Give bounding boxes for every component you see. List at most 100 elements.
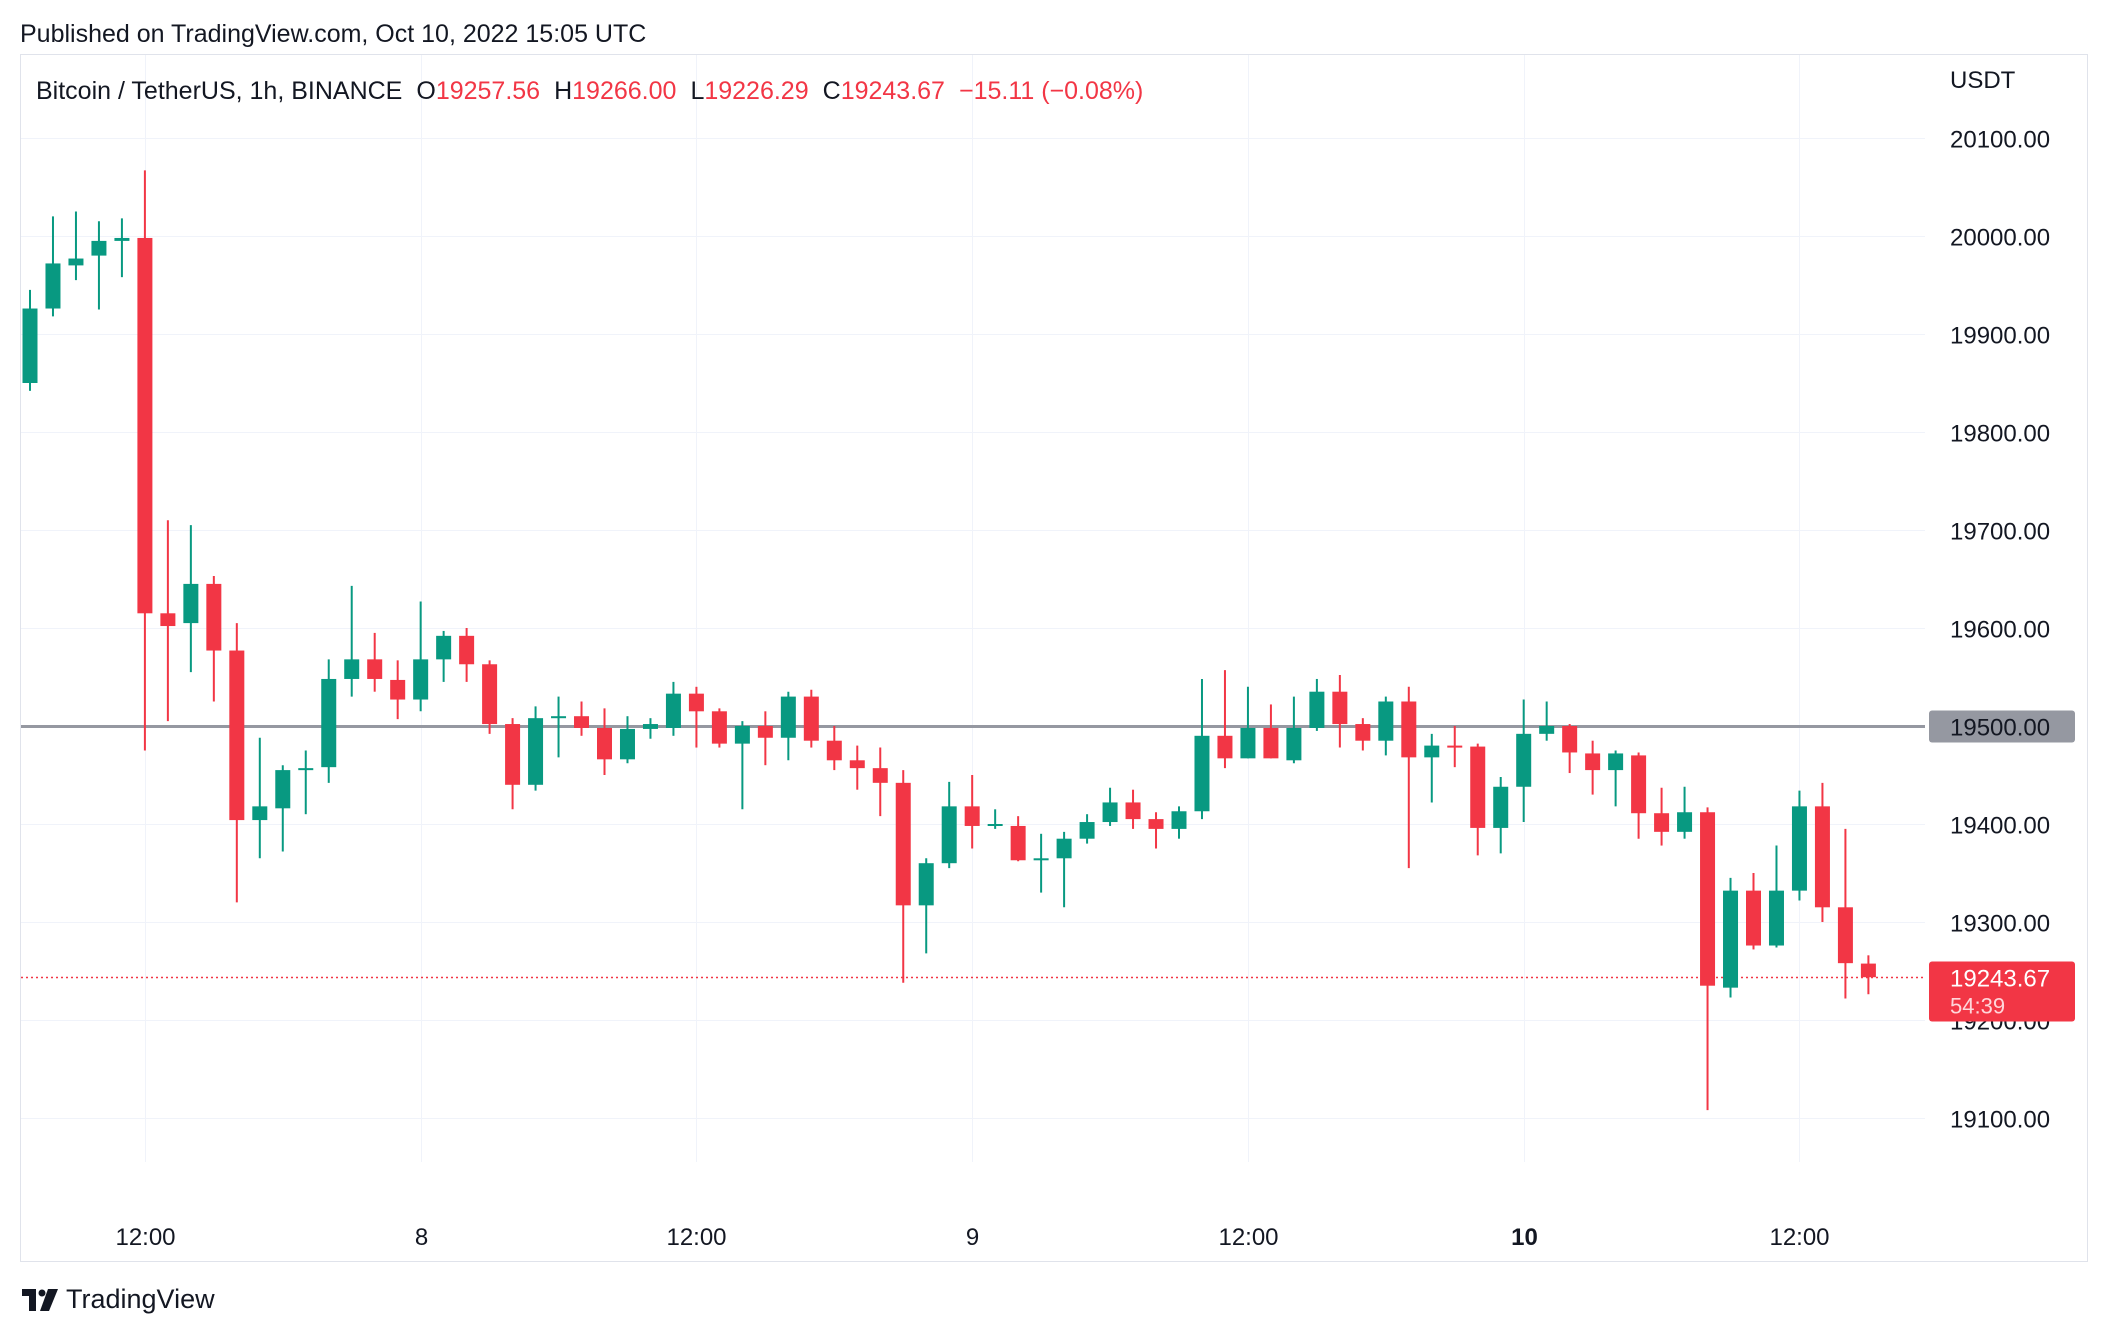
last-price-badge — [1929, 961, 2075, 1022]
candle-body — [1148, 819, 1164, 829]
candle-up — [1079, 814, 1095, 844]
candle-up — [1171, 806, 1187, 839]
candle-body — [574, 716, 590, 728]
high-label: H — [554, 77, 573, 105]
time-tick-label: 12:00 — [1218, 1224, 1278, 1251]
candle-up — [987, 809, 1003, 829]
grid — [21, 55, 1925, 1162]
candle-body — [321, 678, 337, 768]
price-tick-label: 19700.00 — [1950, 519, 2050, 546]
candle-body — [1493, 786, 1509, 828]
candle-body — [941, 806, 957, 864]
candle-down — [803, 689, 819, 748]
candle-down — [849, 745, 865, 790]
candle-down — [1860, 955, 1876, 995]
candle-down — [1631, 752, 1647, 839]
candle-down — [1447, 726, 1463, 768]
candle-up — [91, 221, 107, 310]
candle-down — [757, 711, 773, 766]
hline-price-label: 19500.00 — [1950, 715, 2050, 742]
candle-down — [160, 520, 176, 722]
candle-body — [597, 727, 612, 760]
time-axis: 12:00 8 12:00 9 12:00 10 12:00 — [115, 1224, 1829, 1251]
price-tick-label: 19900.00 — [1950, 323, 2050, 350]
candle-body — [528, 718, 544, 785]
candle-body — [619, 728, 635, 760]
candle-body — [1217, 735, 1233, 759]
symbol-legend: Bitcoin / TetherUS, 1h, BINANCE O19257.56… — [36, 77, 1143, 106]
candle-up — [665, 681, 681, 736]
candle-down — [459, 628, 475, 682]
candle-body — [91, 240, 107, 256]
candle-body — [1194, 735, 1210, 812]
candle-body — [803, 696, 819, 741]
candle-body — [1837, 907, 1853, 964]
candle-down — [711, 708, 727, 748]
candle-down — [1562, 724, 1578, 774]
time-tick-label: 9 — [966, 1224, 979, 1251]
candle-up — [114, 218, 130, 278]
candle-down — [482, 660, 498, 734]
candle-body — [390, 679, 406, 700]
open-value: 19257.56 — [435, 77, 541, 105]
candle-body — [1332, 691, 1348, 725]
candle-down — [1585, 740, 1601, 795]
tradingview-logo[interactable]: TradingView — [22, 1284, 215, 1315]
change-value: −15.11 (−0.08%) — [958, 77, 1144, 105]
candle-body — [1470, 746, 1486, 828]
candle-down — [895, 770, 911, 983]
candle-down — [1470, 743, 1486, 856]
candle-up — [1033, 833, 1049, 893]
candle-down — [1814, 782, 1830, 922]
candle-down — [1700, 807, 1716, 1111]
candle-body — [413, 659, 429, 700]
candle-body — [1539, 726, 1555, 734]
candle-body — [780, 696, 796, 738]
candle-body — [688, 693, 704, 712]
close-value: 19243.67 — [840, 77, 945, 105]
candle-down — [229, 623, 245, 903]
symbol-title: Bitcoin / TetherUS, 1h, BINANCE — [36, 77, 403, 105]
candle-down — [1332, 675, 1348, 748]
candle-body — [1263, 727, 1279, 759]
candle-body — [1033, 858, 1049, 861]
candle-body — [22, 308, 38, 383]
candle-up — [1056, 831, 1072, 908]
candle-body — [734, 726, 750, 744]
candle-up — [1791, 790, 1807, 901]
candle-up — [298, 750, 314, 815]
candle-down — [1401, 686, 1417, 869]
candle-body — [1654, 813, 1670, 832]
candle-body — [849, 760, 865, 769]
candle-up — [183, 525, 199, 673]
candle-down — [1217, 670, 1233, 769]
price-tick-label: 20000.00 — [1950, 225, 2050, 252]
candle-body — [1860, 963, 1876, 978]
candle-body — [1010, 825, 1026, 861]
candle-up — [436, 630, 452, 682]
candle-body — [826, 740, 842, 761]
candle-body — [1447, 745, 1463, 748]
candles-layer — [22, 170, 1876, 1111]
candle-body — [1768, 890, 1784, 946]
candle-body — [1562, 726, 1578, 753]
price-tick-label: 20100.00 — [1950, 127, 2050, 154]
candle-down — [1125, 789, 1141, 829]
candle-up — [619, 716, 635, 764]
candle-up — [344, 585, 360, 697]
published-caption: Published on TradingView.com, Oct 10, 20… — [20, 20, 647, 48]
candle-body — [1723, 890, 1739, 988]
candle-body — [711, 711, 727, 744]
candle-up — [413, 601, 429, 712]
candle-body — [252, 806, 268, 821]
candle-body — [1700, 812, 1716, 986]
candle-body — [1516, 733, 1532, 787]
price-axis: 20100.00 20000.00 19900.00 19800.00 19700.00… — [1929, 67, 2075, 1134]
candle-up — [321, 659, 337, 783]
candle-down — [964, 775, 980, 849]
candle-up — [1677, 786, 1693, 839]
candle-up — [45, 216, 61, 317]
candle-body — [1355, 724, 1371, 741]
candle-body — [482, 664, 498, 725]
